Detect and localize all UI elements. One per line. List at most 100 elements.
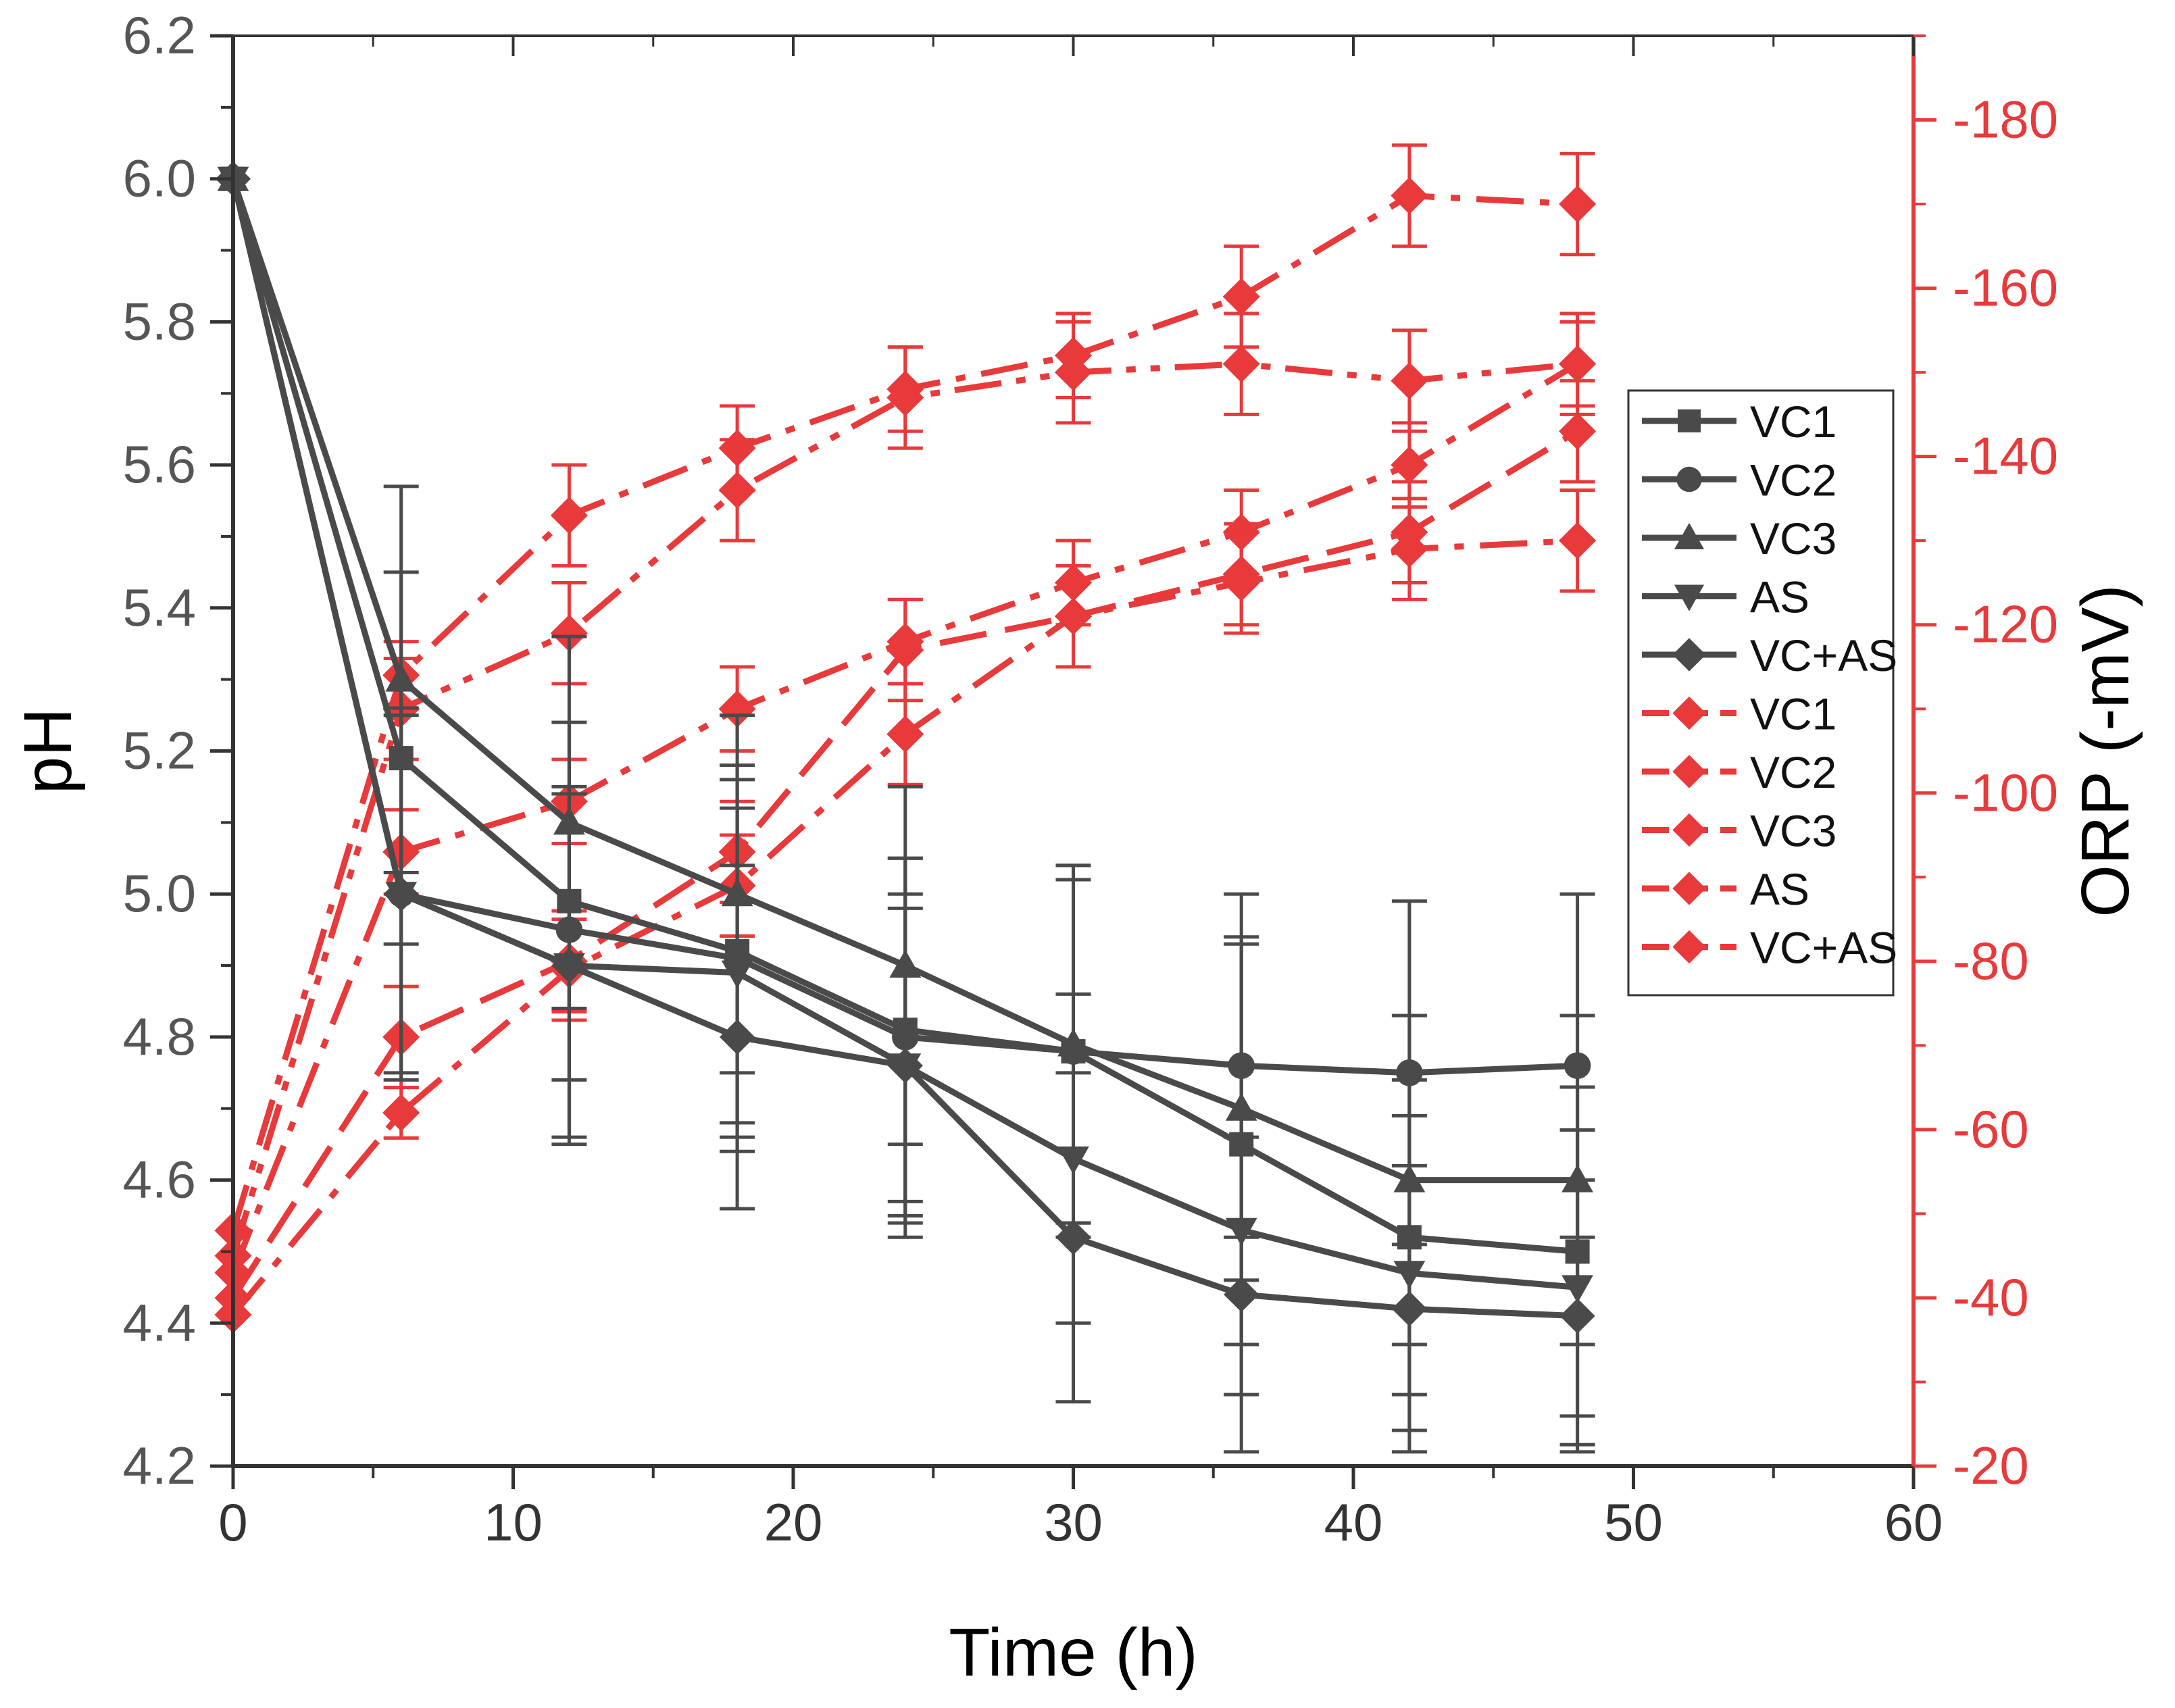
orp-data-point <box>1559 185 1597 223</box>
ph-data-point <box>383 876 419 912</box>
ph-data-point <box>385 663 418 692</box>
y-left-tick-label: 4.2 <box>123 1436 196 1495</box>
legend-marker <box>1672 872 1706 905</box>
legend-item: VC3 <box>1642 513 1836 563</box>
plot-area <box>214 143 1597 1454</box>
y-left-tick-label: 6.0 <box>123 149 196 208</box>
y-left-tick-label: 5.0 <box>123 863 196 923</box>
legend-marker <box>1672 638 1706 672</box>
legend-marker <box>1678 409 1701 432</box>
orp-data-point <box>886 631 924 669</box>
y-left-axis-title: pH <box>10 708 86 795</box>
orp-data-point <box>1559 345 1597 383</box>
y-left-tick-label: 6.2 <box>123 5 196 65</box>
x-tick-label: 40 <box>1324 1492 1383 1552</box>
y-right-axis-title: ORP (-mV) <box>2068 584 2143 918</box>
y-right-tick-label: -120 <box>1953 595 2058 654</box>
orp-data-point <box>1222 563 1260 601</box>
y-right-tick-label: -40 <box>1953 1267 2029 1327</box>
y-right-tick-label: -60 <box>1953 1099 2029 1159</box>
legend-item: AS <box>1642 864 1809 914</box>
legend-label: VC+AS <box>1750 923 1897 973</box>
ph-data-point <box>1055 1220 1091 1255</box>
legend-item: VC+AS <box>1642 923 1897 973</box>
ph-series-vc1 <box>221 166 1595 1418</box>
orp-data-point <box>382 1094 420 1132</box>
orp-data-point <box>718 690 756 728</box>
legend-label: VC1 <box>1750 397 1836 447</box>
legend-item: VC1 <box>1642 689 1836 739</box>
y-left-tick-label: 5.2 <box>123 721 196 780</box>
legend-item: AS <box>1642 572 1809 622</box>
orp-data-point <box>550 497 588 534</box>
legend-marker <box>1672 755 1706 788</box>
axes: 0 10 20 30 40 50 60 Time (h) 4.2 4.4 4.6 4.8 5.0 5.2 5… <box>10 5 2143 1690</box>
legend-item: VC1 <box>1642 397 1836 447</box>
legend-marker <box>1672 696 1706 730</box>
ph-data-point <box>1559 1298 1595 1334</box>
y-left-tick-label: 5.4 <box>123 578 196 637</box>
ph-data-point <box>551 947 587 984</box>
orp-data-point <box>718 471 756 509</box>
y-right-tick-label: -180 <box>1953 90 2058 149</box>
orp-data-point <box>1054 597 1093 635</box>
y-right-tick-label: -20 <box>1953 1436 2029 1495</box>
y-right-tick-label: -100 <box>1953 763 2058 822</box>
ph-data-point <box>1224 1276 1259 1313</box>
legend-marker <box>1676 466 1702 493</box>
ph-data-point <box>720 1019 755 1055</box>
orp-data-point <box>886 715 924 753</box>
orp-data-point <box>1222 278 1260 316</box>
legend-marker <box>1672 813 1706 847</box>
legend-marker <box>1672 930 1706 964</box>
legend: VC1 VC2 VC3 AS VC+AS VC1 VC2 VC3 AS VC+AS <box>1627 389 1897 997</box>
y-left-tick-label: 4.8 <box>123 1007 196 1066</box>
x-tick-label: 30 <box>1044 1492 1103 1552</box>
legend-item: VC2 <box>1642 455 1836 505</box>
x-axis-title: Time (h) <box>949 1615 1198 1690</box>
legend-label: VC2 <box>1750 455 1836 505</box>
legend-marker <box>1674 522 1705 549</box>
orp-data-point <box>1559 412 1597 450</box>
legend-box <box>1627 389 1895 997</box>
x-tick-label: 10 <box>484 1492 543 1552</box>
orp-data-point <box>1391 530 1428 568</box>
y-left-tick-label: 4.6 <box>123 1150 196 1209</box>
orp-data-point <box>1222 345 1260 383</box>
orp-data-point <box>1391 177 1428 215</box>
y-left-tick-label: 5.6 <box>123 434 196 494</box>
legend-label: VC3 <box>1750 513 1836 563</box>
ph-data-point <box>1391 1291 1427 1327</box>
orp-data-point <box>1391 446 1428 484</box>
y-left-tick-label: 4.4 <box>123 1292 196 1352</box>
legend-label: AS <box>1750 572 1809 622</box>
legend-label: AS <box>1750 864 1809 914</box>
ph-series-vc2 <box>220 165 1595 1247</box>
ph-series-vc-as <box>215 161 1595 1454</box>
x-tick-label: 50 <box>1604 1492 1663 1552</box>
y-right-tick-label: -160 <box>1953 258 2058 318</box>
orp-data-point <box>1559 522 1597 559</box>
legend-item: VC+AS <box>1642 630 1897 680</box>
y-right-tick-label: -80 <box>1953 931 2029 990</box>
legend-item: VC2 <box>1642 747 1836 797</box>
legend-label: VC1 <box>1750 689 1836 739</box>
x-tick-label: 20 <box>764 1492 823 1552</box>
orp-data-point <box>1391 362 1428 400</box>
legend-item: VC3 <box>1642 806 1836 856</box>
x-tick-label: 0 <box>218 1492 247 1552</box>
y-left-tick-label: 5.8 <box>123 291 196 351</box>
x-tick-label: 60 <box>1884 1492 1943 1552</box>
orp-series-line <box>230 361 1578 1257</box>
legend-label: VC+AS <box>1750 630 1897 680</box>
orp-data-point <box>1054 353 1093 391</box>
ph-data-point <box>887 1048 923 1084</box>
legend-label: VC3 <box>1750 806 1836 856</box>
orp-data-point <box>550 614 588 652</box>
legend-marker <box>1674 584 1705 611</box>
legend-label: VC2 <box>1750 747 1836 797</box>
y-right-tick-label: -140 <box>1953 426 2058 486</box>
orp-data-point <box>886 378 924 417</box>
